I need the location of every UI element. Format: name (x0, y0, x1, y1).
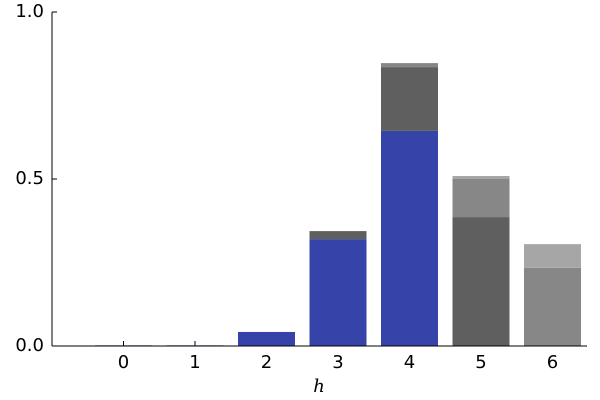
x-tick-label: 6 (547, 352, 558, 373)
bar-segment (524, 267, 581, 346)
x-tick-label: 2 (261, 352, 272, 373)
y-tick-label: 0.5 (15, 168, 44, 189)
y-tick-label: 0.0 (15, 335, 44, 356)
bar-segment (381, 63, 438, 68)
bar-segment (452, 217, 510, 346)
x-tick-label: 5 (475, 352, 486, 373)
bar-segment (309, 231, 367, 240)
x-tick-label: 1 (189, 352, 200, 373)
x-tick-label: 4 (404, 352, 415, 373)
x-tick-label: 3 (332, 352, 343, 373)
bar-segment (524, 244, 581, 268)
x-tick-label: 0 (118, 352, 129, 373)
y-tick-label: 1.0 (15, 1, 44, 22)
x-axis-label: h (313, 376, 325, 397)
bar-segment (381, 67, 438, 131)
bar-segment (452, 179, 510, 218)
bar-segment (238, 331, 295, 346)
bar-segment (309, 239, 367, 346)
bar-segment (381, 130, 438, 346)
bar-segment (452, 175, 510, 179)
